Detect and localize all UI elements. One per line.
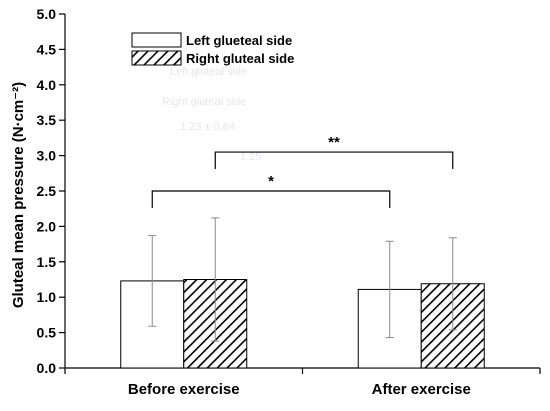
y-tick-label: 2.0 [37,218,57,234]
svg-text:Left gluteal side: Left gluteal side [170,66,247,78]
x-category-label: Before exercise [128,381,240,398]
x-category-label: After exercise [372,381,471,398]
legend-label-left: Left glueteal side [186,33,292,48]
legend-swatch-left [131,32,182,48]
significance-brackets: *** [151,134,454,208]
legend-swatch-right [131,50,182,66]
y-tick-label: 4.5 [37,41,57,57]
error-bars-group [148,217,457,342]
x-axis: Before exercise After exercise [64,367,541,398]
y-tick-label: 4.0 [37,77,57,93]
svg-text:1.23 ± 0.64: 1.23 ± 0.64 [180,121,235,133]
svg-text:Right gluteal side: Right gluteal side [162,96,246,108]
significance-label: * [268,173,274,190]
legend: Left glueteal side Right gluteal side [131,32,294,66]
y-tick-label: 0.5 [37,325,57,341]
bars-group [120,279,485,369]
y-tick-label: 2.5 [37,183,57,199]
svg-text:1.25: 1.25 [240,151,261,163]
significance-bracket [151,190,391,208]
legend-label-right: Right gluteal side [186,51,294,66]
y-tick-label: 3.5 [37,112,57,128]
y-tick-label: 5.0 [37,6,57,22]
y-tick-label: 1.0 [37,289,57,305]
y-tick-label: 0.0 [37,360,57,376]
y-axis: 0.0 0.5 1.0 1.5 2.0 2.5 3.0 3.5 4.0 4.5 5.0 [37,6,66,376]
significance-label: ** [328,134,340,151]
background-ghost-text: Left gluteal side Right gluteal side 1.2… [162,66,261,163]
y-axis-title: Gluteal mean pressure (N·cm⁻²) [10,82,27,308]
significance-bracket [214,151,454,170]
y-tick-label: 3.0 [37,148,57,164]
y-tick-label: 1.5 [37,254,57,270]
